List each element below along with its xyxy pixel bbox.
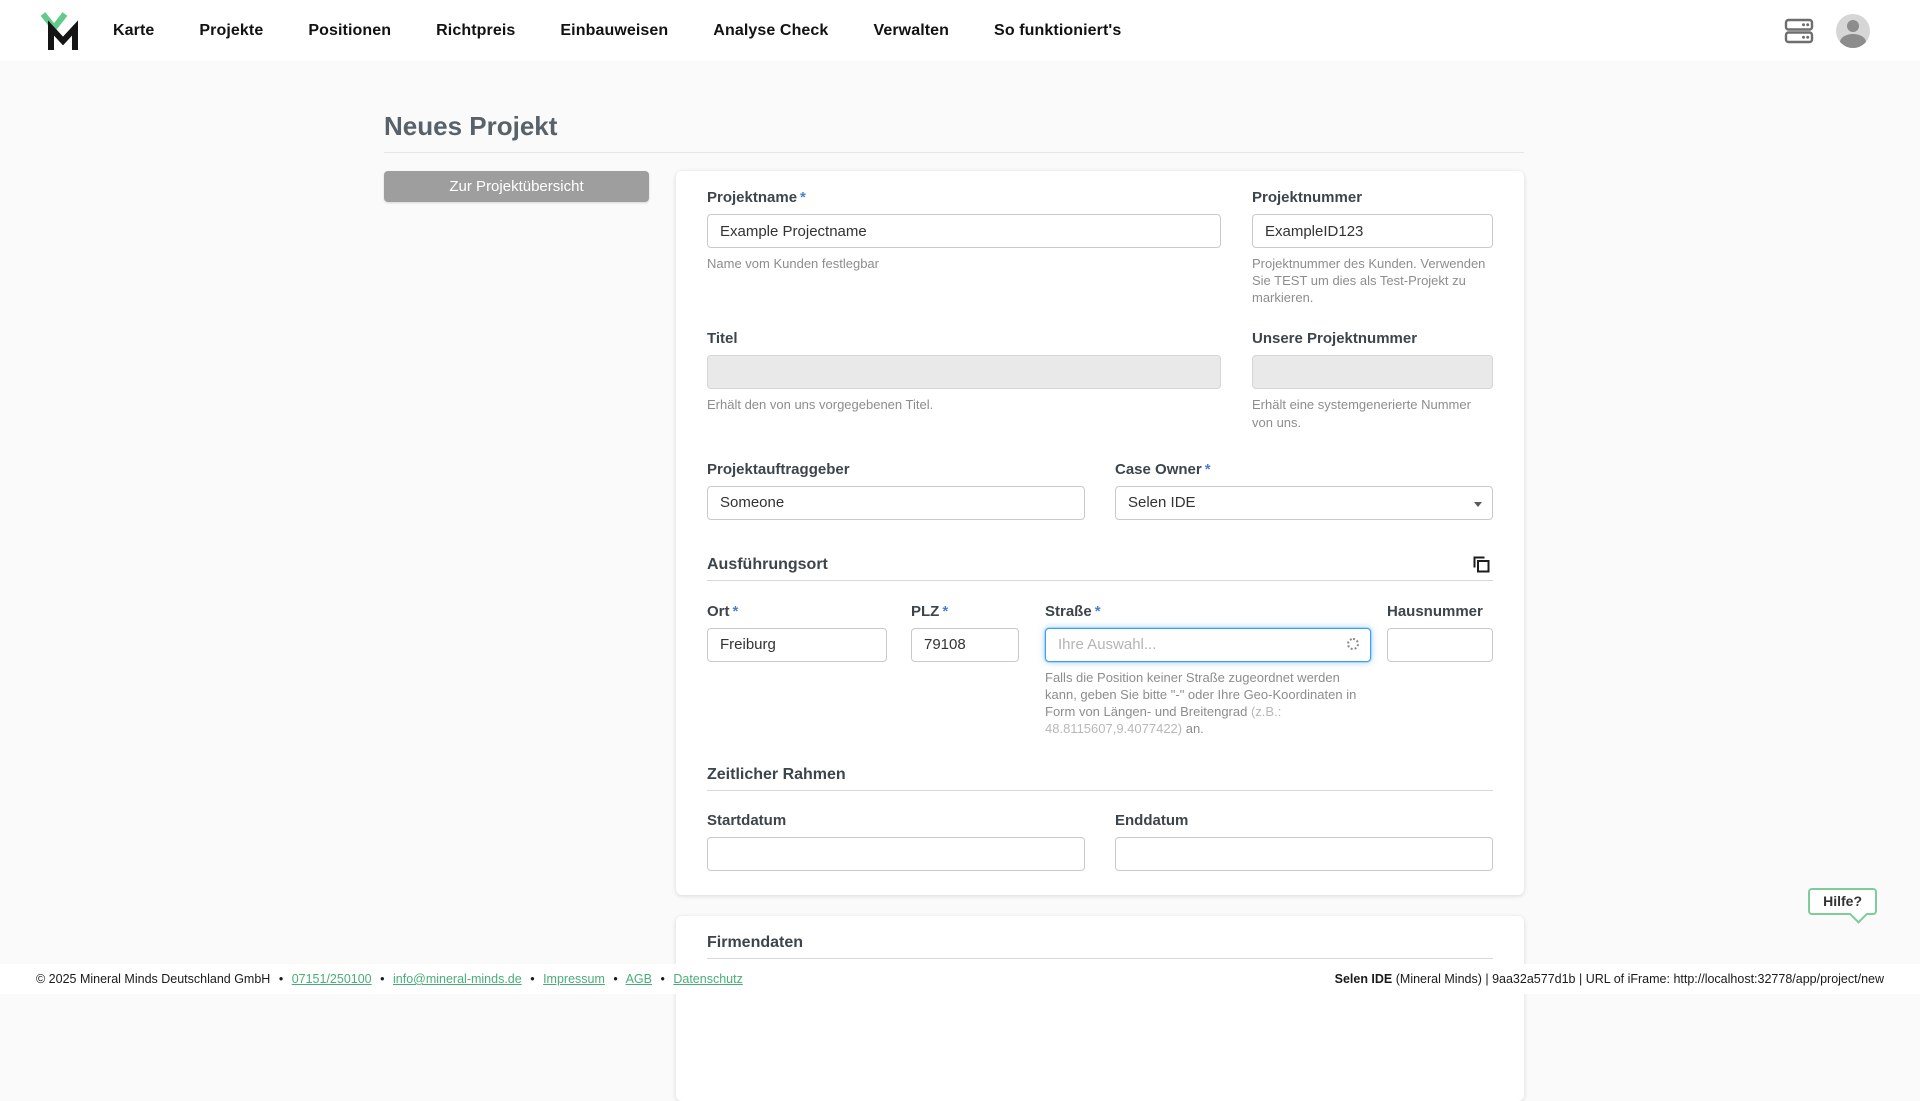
avatar-icon <box>1847 19 1859 32</box>
plz-input[interactable] <box>911 627 1019 662</box>
unsere-projektnummer-hint: Erhält eine systemgenerierte Nummer von … <box>1252 397 1471 430</box>
required-marker: * <box>1204 460 1211 478</box>
footer-link-datenschutz[interactable]: Datenschutz <box>673 972 743 986</box>
form-row: Ort* PLZ* Straße* Falls die Position k <box>707 603 1493 738</box>
company-data-card: Firmendaten <box>676 916 1524 1101</box>
projektnummer-label: Projektnummer <box>1252 189 1363 206</box>
enddatum-input[interactable] <box>1115 837 1493 872</box>
back-to-project-overview-button[interactable]: Zur Projektübersicht <box>384 171 649 202</box>
startdatum-label: Startdatum <box>707 812 787 830</box>
required-marker: * <box>732 602 739 620</box>
ort-input[interactable] <box>707 627 887 662</box>
projektname-hint: Name vom Kunden festlegbar <box>707 256 879 271</box>
copyright-text: © 2025 Mineral Minds Deutschland GmbH <box>36 972 271 986</box>
footer-left: © 2025 Mineral Minds Deutschland GmbH • … <box>36 972 743 986</box>
nav-item-einbauweisen[interactable]: Einbauweisen <box>560 21 669 39</box>
projektname-label: Projektname * <box>707 189 806 206</box>
projektnummer-input[interactable] <box>1252 214 1493 248</box>
page-footer: © 2025 Mineral Minds Deutschland GmbH • … <box>0 964 1920 994</box>
nav-item-verwalten[interactable]: Verwalten <box>873 21 950 39</box>
topbar-right <box>1784 13 1870 48</box>
projektname-input[interactable] <box>707 214 1221 248</box>
unsere-projektnummer-input <box>1252 355 1493 390</box>
enddatum-label: Enddatum <box>1115 812 1189 830</box>
sidebar-column: Zur Projektübersicht <box>384 171 649 202</box>
titel-label: Titel <box>707 330 738 348</box>
server-icon <box>1784 18 1814 43</box>
plz-label: PLZ * <box>911 602 949 620</box>
mineral-minds-logo-icon[interactable] <box>40 9 84 53</box>
section-zeitlicher-rahmen: Zeitlicher Rahmen <box>707 766 1493 792</box>
user-avatar-button[interactable] <box>1836 13 1870 48</box>
nav-item-analyse-check[interactable]: Analyse Check <box>713 21 829 39</box>
required-marker: * <box>942 602 949 620</box>
footer-user-name: Selen IDE <box>1334 972 1393 986</box>
strasse-input[interactable] <box>1045 627 1371 662</box>
nav-item-karte[interactable]: Karte <box>113 21 155 39</box>
strasse-label: Straße * <box>1045 602 1101 620</box>
ort-label: Ort * <box>707 602 739 620</box>
nav-item-projekte[interactable]: Projekte <box>199 21 264 39</box>
titel-input <box>707 355 1221 390</box>
case-owner-select[interactable]: Selen IDE <box>1115 485 1493 520</box>
section-title: Firmendaten <box>707 934 804 952</box>
copy-icon <box>1473 556 1490 573</box>
form-row: Projektauftraggeber Case Owner* Selen ID… <box>707 461 1493 520</box>
titel-hint: Erhält den von uns vorgegebenen Titel. <box>707 397 934 413</box>
top-navbar: Karte Projekte Positionen Richtpreis Ein… <box>0 0 1920 61</box>
nav-item-richtpreis[interactable]: Richtpreis <box>436 21 516 39</box>
hausnummer-input[interactable] <box>1387 627 1493 662</box>
startdatum-input[interactable] <box>707 837 1085 872</box>
section-title: Zeitlicher Rahmen <box>707 766 846 784</box>
strasse-hint: Falls die Position keiner Straße zugeord… <box>1045 669 1357 737</box>
projektauftraggeber-label: Projektauftraggeber <box>707 460 850 478</box>
project-form-card: Projektname* Name vom Kunden festlegbar … <box>676 171 1524 896</box>
copy-address-button[interactable] <box>1469 554 1493 574</box>
main-content: Neues Projekt Zur Projektübersicht Proje… <box>384 61 1524 1101</box>
footer-link-email[interactable]: info@mineral-minds.de <box>393 972 522 986</box>
unsere-projektnummer-label: Unsere Projektnummer <box>1252 330 1418 348</box>
chevron-down-icon <box>1474 501 1482 507</box>
main-nav: Karte Projekte Positionen Richtpreis Ein… <box>113 22 1121 40</box>
projektnummer-hint: Projektnummer des Kunden. Verwenden Sie … <box>1252 256 1486 306</box>
server-button[interactable] <box>1784 16 1814 46</box>
footer-link-phone[interactable]: 07151/250100 <box>291 972 372 986</box>
footer-session-details: (Mineral Minds) | 9aa32a577d1b | URL of … <box>1392 972 1884 986</box>
page-title: Neues Projekt <box>384 111 1524 153</box>
loading-spinner-icon <box>1347 637 1359 650</box>
required-marker: * <box>1094 602 1101 620</box>
section-firmendaten: Firmendaten <box>707 934 1493 960</box>
case-owner-selected-value: Selen IDE <box>1128 494 1196 512</box>
form-row: Projektname* Name vom Kunden festlegbar … <box>707 189 1493 306</box>
help-button[interactable]: Hilfe? <box>1808 888 1877 915</box>
case-owner-label: Case Owner * <box>1115 460 1211 478</box>
section-ausfuehrungsort: Ausführungsort <box>707 554 1493 581</box>
footer-link-agb[interactable]: AGB <box>625 972 652 986</box>
form-row: Titel Erhält den von uns vorgegebenen Ti… <box>707 330 1493 430</box>
hausnummer-label: Hausnummer <box>1387 602 1483 620</box>
required-marker: * <box>800 189 806 206</box>
footer-link-impressum[interactable]: Impressum <box>543 972 605 986</box>
projektauftraggeber-input[interactable] <box>707 485 1085 520</box>
footer-session-info: Selen IDE (Mineral Minds) | 9aa32a577d1b… <box>1335 972 1884 986</box>
nav-item-positionen[interactable]: Positionen <box>308 21 392 39</box>
section-title: Ausführungsort <box>707 555 828 573</box>
nav-item-so-funktionierts[interactable]: So funktioniert's <box>994 21 1122 39</box>
form-row: Startdatum Enddatum <box>707 812 1493 872</box>
